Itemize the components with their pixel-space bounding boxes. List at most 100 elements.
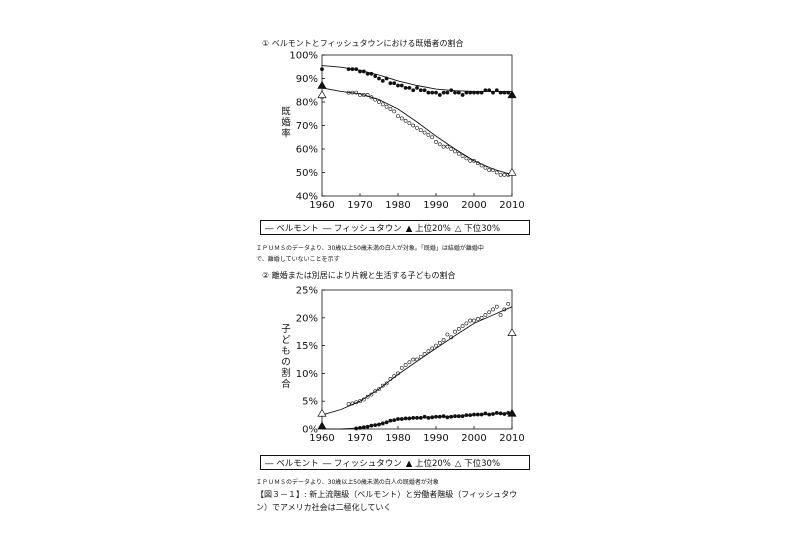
data-point-belmont: [430, 90, 435, 95]
data-point-fishtown: [475, 317, 480, 321]
data-point-fishtown: [491, 307, 495, 312]
y-tick-label: 10%: [296, 369, 318, 380]
legend-belmont: ― ベルモント: [265, 223, 319, 234]
y-axis-label-char: も: [281, 346, 291, 357]
y-tick-label: 15%: [296, 341, 318, 352]
marker-top20: [507, 408, 517, 417]
data-point-belmont: [426, 90, 431, 95]
legend-fishtown: ― フィッシュタウン: [322, 223, 402, 234]
y-tick-label: 80%: [296, 98, 318, 109]
data-point-belmont: [320, 67, 324, 72]
data-point-fishtown: [422, 130, 427, 135]
x-tick-label: 2010: [499, 433, 524, 444]
trend-line: [321, 306, 513, 416]
data-point-fishtown: [468, 318, 473, 323]
data-point-belmont: [388, 81, 393, 86]
plot-frame: [321, 289, 513, 430]
legend-belmont: ― ベルモント: [265, 458, 319, 469]
x-tick-label: 1980: [385, 200, 410, 211]
data-point-fishtown: [456, 151, 461, 156]
y-axis-label-char: 子: [281, 324, 291, 335]
data-point-fishtown: [426, 349, 431, 354]
data-point-fishtown: [449, 147, 454, 151]
marker-top20: [507, 90, 517, 99]
data-point-belmont: [415, 86, 419, 90]
marker-top20: [317, 80, 327, 89]
data-point-belmont: [407, 86, 412, 90]
chart2-plot: 0% 5% 10% 15% 20% 25% 1960 1970 1980 1990 2000 2010…: [281, 286, 524, 445]
y-axis-label-char: 割: [281, 367, 291, 379]
data-point-belmont: [472, 412, 476, 417]
data-point-belmont: [418, 88, 423, 93]
figure-caption-line2: ン）でアメリカ社会は二極化していく: [256, 503, 392, 512]
data-point-fishtown: [377, 100, 381, 104]
data-point-fishtown: [445, 332, 450, 337]
data-point-fishtown: [453, 329, 457, 334]
data-point-fishtown: [498, 172, 503, 177]
data-point-fishtown: [392, 109, 397, 114]
data-point-belmont: [380, 78, 385, 83]
x-tick-label: 1990: [423, 433, 448, 444]
trend-line: [322, 412, 513, 430]
data-point-belmont: [403, 86, 408, 90]
chart2-legend: ― ベルモント ― フィッシュタウン ▲ 上位20% △ 下位30%: [260, 455, 530, 470]
y-tick-label: 60%: [296, 145, 318, 156]
x-tick-label: 2010: [499, 200, 524, 211]
data-point-fishtown: [396, 114, 400, 119]
data-point-fishtown: [441, 144, 446, 149]
x-tick-label: 1970: [347, 433, 372, 444]
data-point-fishtown: [426, 133, 431, 137]
figure-caption-line1: 【図３－１】: 新上流階級（ベルモント）と労働者階級（フィッシュタウ: [256, 490, 518, 499]
legend-top20: ▲ 上位20%: [405, 223, 451, 234]
data-point-belmont: [445, 90, 450, 95]
y-tick-label: 100%: [289, 51, 318, 62]
chart1-note-line1: ＩＰＵＭＳのデータより、30歳以上50歳未満の白人が対象。「既婚」は結婚が離婚中: [256, 245, 484, 252]
data-point-belmont: [377, 76, 381, 81]
y-axis-label-char: の: [281, 357, 291, 368]
chart1-plot: 40% 50% 60% 70% 80% 90% 100% 1960 1970 1980 1990 20…: [281, 51, 524, 212]
data-point-fishtown: [506, 301, 511, 306]
data-point-belmont: [422, 88, 427, 93]
plot-frame: [321, 54, 513, 197]
data-point-fishtown: [415, 125, 419, 130]
data-point-fishtown: [460, 324, 465, 329]
data-point-fishtown: [407, 121, 412, 126]
data-point-fishtown: [453, 149, 457, 154]
data-point-fishtown: [388, 107, 393, 111]
data-point-belmont: [411, 88, 416, 93]
data-point-belmont: [373, 74, 378, 79]
data-point-belmont: [453, 90, 457, 95]
y-tick-label: 40%: [296, 192, 318, 203]
x-tick-label: 2000: [461, 433, 486, 444]
data-point-fishtown: [487, 168, 492, 173]
marker-bottom30: [507, 328, 517, 336]
data-point-belmont: [434, 90, 438, 95]
legend-bottom30: △ 下位30%: [454, 458, 501, 469]
data-point-fishtown: [483, 313, 488, 317]
data-point-fishtown: [403, 118, 408, 123]
data-point-fishtown: [399, 116, 404, 121]
y-axis-label-char: 婚: [281, 117, 291, 129]
data-point-fishtown: [464, 156, 469, 161]
data-point-fishtown: [468, 158, 473, 163]
data-point-fishtown: [494, 170, 499, 175]
y-tick-label: 20%: [296, 313, 318, 324]
data-point-fishtown: [380, 102, 385, 107]
data-point-fishtown: [430, 135, 435, 140]
data-point-belmont: [392, 81, 397, 86]
data-point-belmont: [460, 93, 465, 97]
chart2-note: ＩＰＵＭＳのデータより、30歳以上50歳未満の白人の既婚者が対象: [256, 479, 439, 486]
chart1-legend: ― ベルモント ― フィッシュタウン ▲ 上位20% △ 下位30%: [260, 220, 530, 235]
data-point-fishtown: [472, 318, 476, 323]
x-tick-label: 1970: [347, 200, 372, 211]
y-tick-label: 70%: [296, 121, 318, 132]
x-tick-label: 1980: [385, 433, 410, 444]
x-tick-label: 2000: [461, 200, 486, 211]
data-point-belmont: [396, 83, 400, 88]
x-tick-label: 1960: [309, 433, 334, 444]
data-point-fishtown: [494, 304, 499, 309]
data-point-fishtown: [411, 357, 416, 362]
chart2-title: ② 離婚または別居により片親と生活する子どもの割合: [262, 271, 456, 280]
legend-top20: ▲ 上位20%: [405, 458, 451, 469]
data-point-fishtown: [418, 128, 423, 133]
